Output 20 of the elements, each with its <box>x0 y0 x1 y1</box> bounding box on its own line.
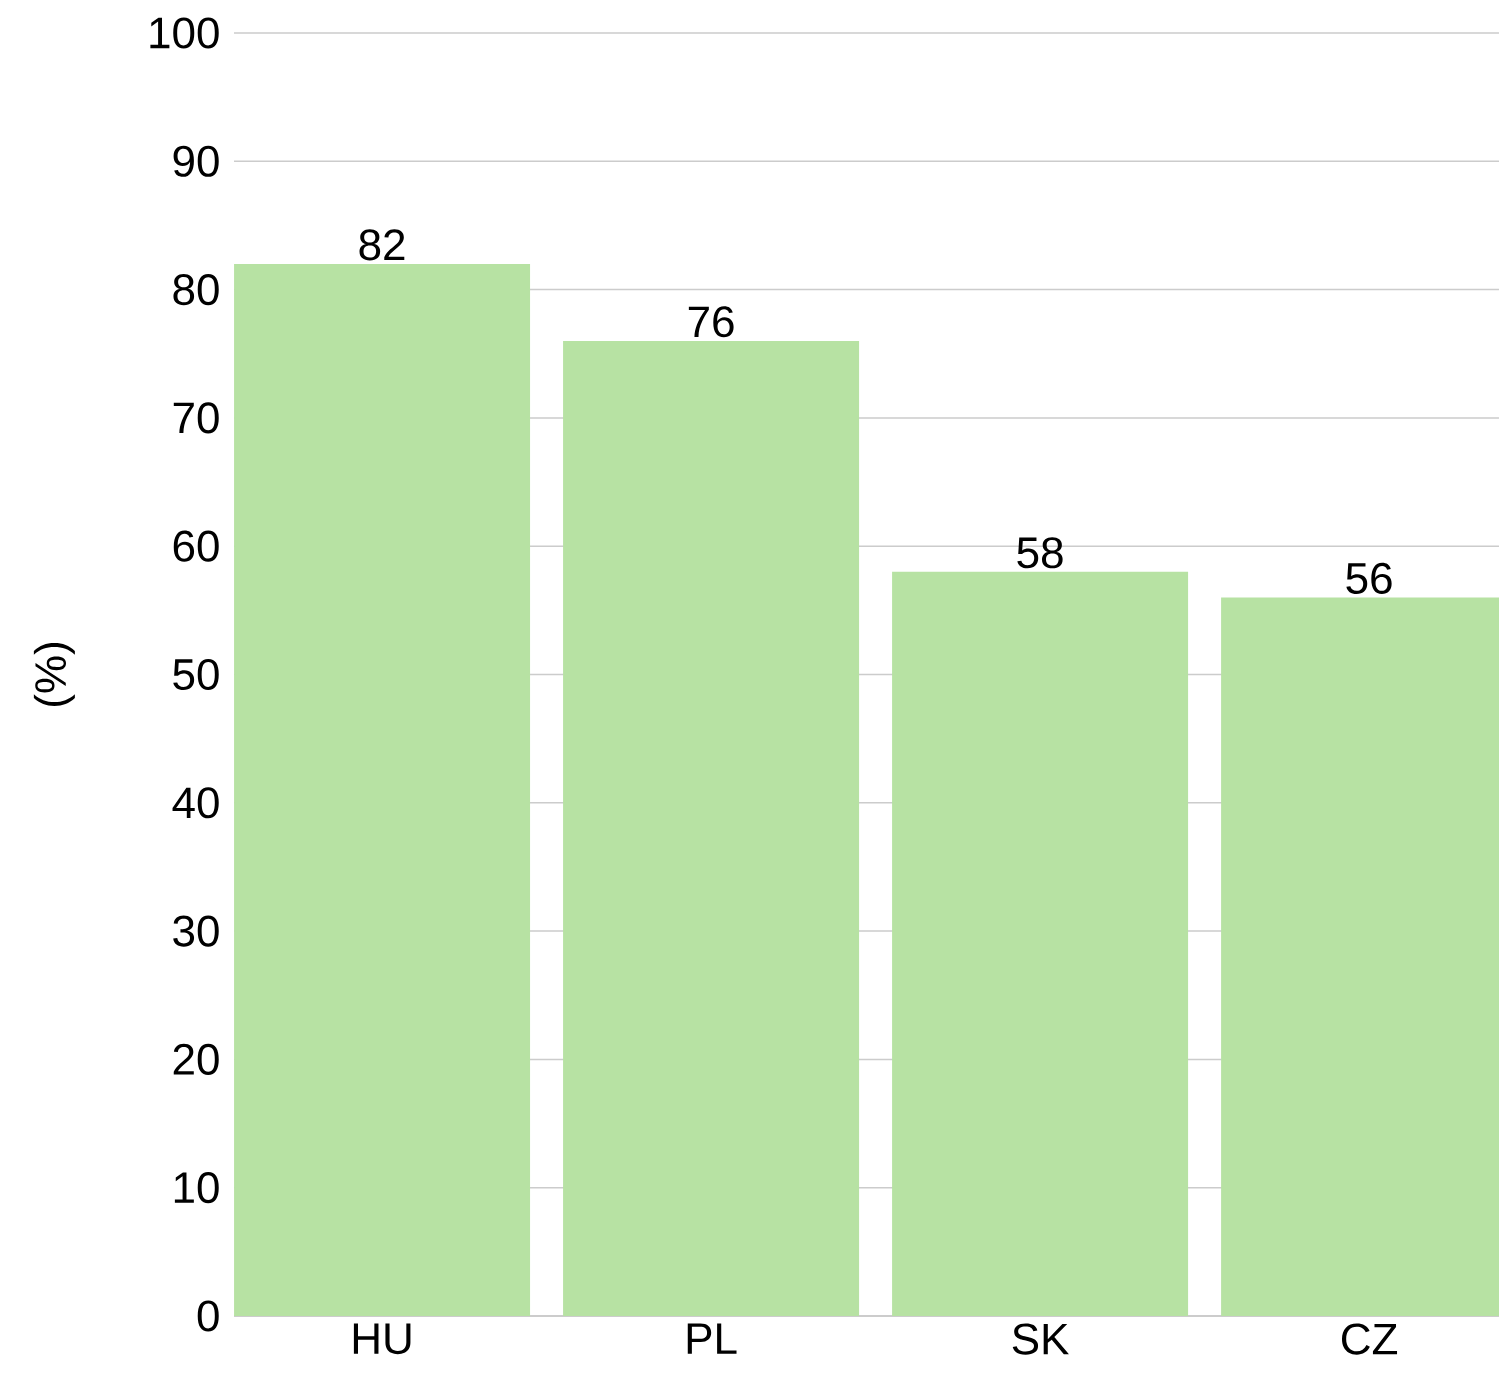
data-label: 82 <box>359 229 405 261</box>
data-label: 56 <box>1346 562 1392 594</box>
data-label: 76 <box>688 306 734 338</box>
y-tick-label: 30 <box>173 915 219 947</box>
y-tick-label: 20 <box>173 1043 219 1075</box>
y-tick-label: 10 <box>174 1172 219 1204</box>
x-tick-label: SK <box>1012 1323 1069 1355</box>
y-axis-title: (%) <box>33 643 75 706</box>
y-tick-label: 80 <box>173 274 219 306</box>
y-tick-label: 100 <box>150 17 219 49</box>
y-tick-label: 60 <box>173 530 219 562</box>
y-tick-label: 0 <box>197 1300 219 1332</box>
x-tick-label: HU <box>353 1323 411 1355</box>
y-tick-label: 50 <box>173 658 219 691</box>
x-tick-label: PL <box>687 1323 737 1354</box>
data-label: 58 <box>1017 537 1063 569</box>
x-tick-label: CZ <box>1341 1323 1398 1355</box>
y-tick-label: 40 <box>172 787 219 819</box>
y-tick-label: 70 <box>173 402 219 434</box>
y-tick-label: 90 <box>173 145 219 177</box>
